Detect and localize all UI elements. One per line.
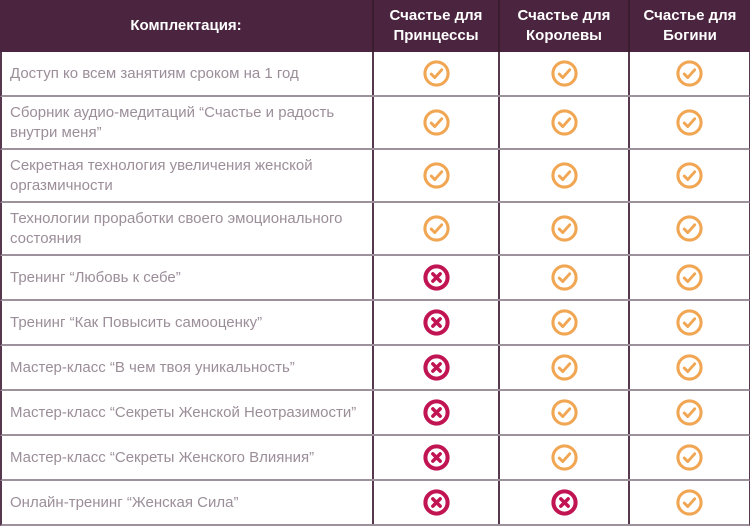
check-circle-icon	[550, 109, 578, 136]
column-header-plan-goddess: Счастье для Богини	[628, 0, 750, 52]
check-circle-icon	[676, 264, 703, 291]
cross-circle-icon	[422, 444, 450, 471]
plan-cell	[372, 52, 498, 95]
check-circle-icon	[676, 399, 703, 426]
plan-cell	[628, 346, 749, 389]
plan-cell	[498, 346, 628, 389]
plan-cell	[372, 481, 498, 524]
table-row: Мастер-класс “В чем твоя уникальность”	[0, 346, 750, 391]
check-circle-icon	[550, 215, 578, 242]
plan-cell	[498, 481, 628, 524]
table-header-row: Комплектация: Счастье для Принцессы Счас…	[0, 0, 750, 52]
table-row: Секретная технология увеличения женской …	[0, 150, 750, 203]
feature-label: Мастер-класс “Секреты Женской Неотразимо…	[10, 403, 357, 421]
check-circle-icon	[550, 354, 578, 381]
plan-cell	[372, 203, 498, 254]
plan-cell	[628, 150, 749, 201]
plan-cell	[498, 150, 628, 201]
check-circle-icon	[550, 264, 578, 291]
cross-circle-icon	[422, 399, 450, 426]
table-row: Сборник аудио-медитаций “Счастье и радос…	[0, 97, 750, 150]
feature-label: Тренинг “Любовь к себе”	[10, 268, 181, 286]
plan-cell	[628, 52, 749, 95]
cross-circle-icon	[422, 309, 450, 336]
feature-label: Мастер-класс “Секреты Женского Влияния”	[10, 448, 315, 466]
plan-cell	[498, 391, 628, 434]
plan-cell	[498, 203, 628, 254]
check-circle-icon	[550, 399, 578, 426]
feature-label: Технологии проработки своего эмоциональн…	[10, 210, 343, 247]
cross-circle-icon	[422, 354, 450, 381]
plan-cell	[372, 436, 498, 479]
plan-cell	[498, 301, 628, 344]
check-circle-icon	[676, 162, 703, 189]
plan-cell	[628, 436, 749, 479]
table-row: Доступ ко всем занятиям сроком на 1 год	[0, 52, 750, 97]
plan-cell	[498, 97, 628, 148]
check-circle-icon	[676, 489, 703, 516]
feature-label: Тренинг “Как Повысить самооценку”	[10, 313, 263, 331]
feature-label: Доступ ко всем занятиям сроком на 1 год	[10, 64, 299, 82]
cross-circle-icon	[422, 264, 450, 291]
feature-label: Секретная технология увеличения женской …	[10, 157, 313, 194]
table-row: Мастер-класс “Секреты Женской Неотразимо…	[0, 391, 750, 436]
check-circle-icon	[550, 444, 578, 471]
check-circle-icon	[550, 309, 578, 336]
plan-cell	[372, 150, 498, 201]
table-row: Мастер-класс “Секреты Женского Влияния”	[0, 436, 750, 481]
column-header-plan-princess: Счастье для Принцессы	[372, 0, 498, 52]
table-row: Технологии проработки своего эмоциональн…	[0, 203, 750, 256]
column-header-plan-queen: Счастье для Королевы	[498, 0, 628, 52]
check-circle-icon	[422, 215, 450, 242]
plan-cell	[628, 301, 749, 344]
plan-cell	[372, 301, 498, 344]
check-circle-icon	[676, 309, 703, 336]
plan-cell	[372, 346, 498, 389]
check-circle-icon	[422, 109, 450, 136]
cross-circle-icon	[422, 489, 450, 516]
plan-cell	[372, 256, 498, 299]
table-row: Тренинг “Любовь к себе”	[0, 256, 750, 301]
feature-label: Онлайн-тренинг “Женская Сила”	[10, 493, 239, 511]
check-circle-icon	[676, 444, 703, 471]
plan-cell	[628, 391, 749, 434]
check-circle-icon	[550, 162, 578, 189]
table-row: Тренинг “Как Повысить самооценку”	[0, 301, 750, 346]
table-row: Онлайн-тренинг “Женская Сила”	[0, 481, 750, 526]
plan-cell	[498, 436, 628, 479]
check-circle-icon	[676, 215, 703, 242]
plan-cell	[628, 97, 749, 148]
plan-cell	[498, 52, 628, 95]
feature-label: Сборник аудио-медитаций “Счастье и радос…	[10, 104, 335, 141]
check-circle-icon	[422, 162, 450, 189]
check-circle-icon	[422, 60, 450, 87]
column-header-features: Комплектация:	[130, 16, 242, 34]
plan-cell	[628, 256, 749, 299]
plan-cell	[372, 97, 498, 148]
table-body: Доступ ко всем занятиям сроком на 1 год С…	[0, 52, 750, 526]
check-circle-icon	[676, 354, 703, 381]
plan-cell	[628, 203, 749, 254]
check-circle-icon	[676, 60, 703, 87]
check-circle-icon	[550, 60, 578, 87]
plan-cell	[628, 481, 749, 524]
feature-label: Мастер-класс “В чем твоя уникальность”	[10, 358, 295, 376]
plan-cell	[498, 256, 628, 299]
plan-cell	[372, 391, 498, 434]
check-circle-icon	[676, 109, 703, 136]
cross-circle-icon	[550, 489, 578, 516]
